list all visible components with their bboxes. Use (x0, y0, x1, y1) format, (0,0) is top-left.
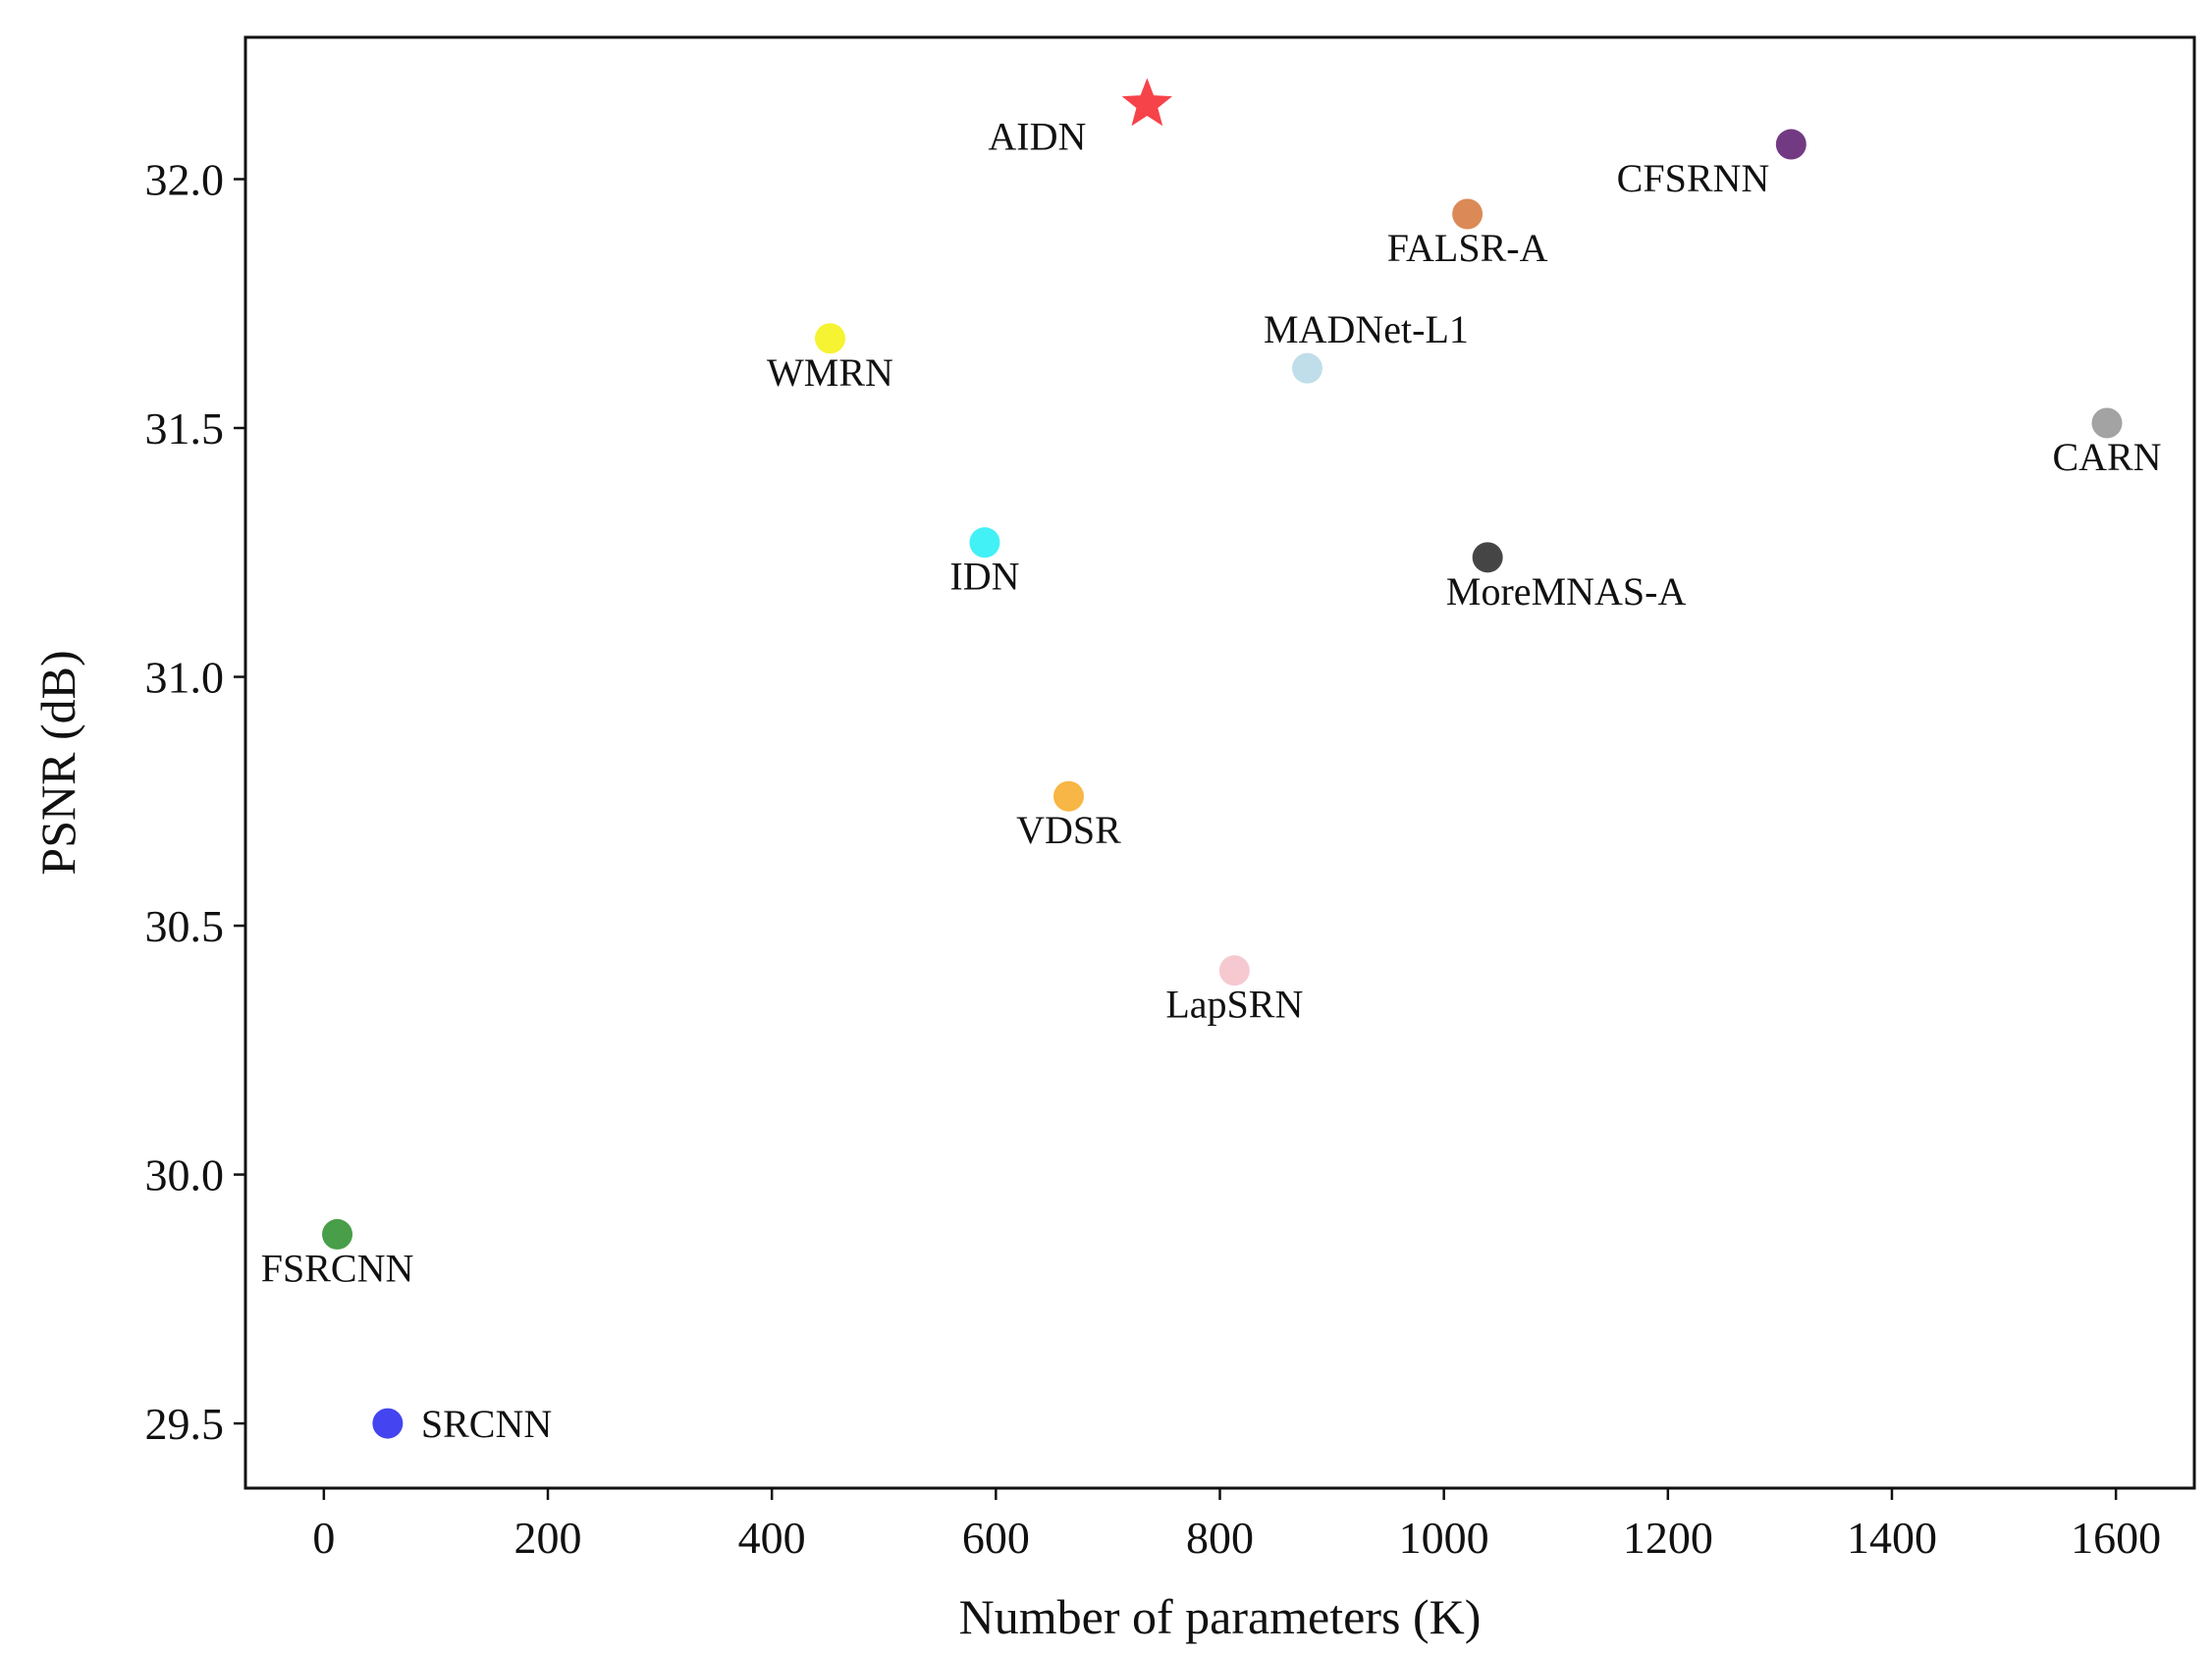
x-tick-label: 1200 (1623, 1513, 1713, 1563)
x-tick-label: 800 (1186, 1513, 1254, 1563)
y-tick-label: 31.0 (145, 653, 225, 703)
point-label-cfsrnn: CFSRNN (1617, 156, 1770, 200)
y-tick-label: 30.5 (145, 901, 225, 951)
point-labels: AIDN CFSRNN FALSR-A WMRN MADNet-L1 CARN IDN Mor… (261, 114, 2162, 1446)
data-point-moremnas-a (1472, 542, 1503, 573)
data-point-fsrcnn (322, 1218, 353, 1250)
point-label-lapsrn: LapSRN (1165, 983, 1303, 1027)
y-tick-label: 29.5 (145, 1399, 225, 1449)
data-point-idn (969, 527, 1000, 559)
y-tick-label: 32.0 (145, 155, 225, 205)
x-tick-label: 1000 (1399, 1513, 1489, 1563)
data-point-carn (2091, 407, 2123, 439)
point-label-srcnn: SRCNN (421, 1402, 552, 1446)
point-label-madnet-l1: MADNet-L1 (1264, 307, 1469, 351)
point-label-idn: IDN (949, 555, 1019, 599)
x-tick-label: 1600 (2071, 1513, 2161, 1563)
data-point-lapsrn (1218, 955, 1250, 987)
x-tick-label: 600 (962, 1513, 1030, 1563)
x-tick-label: 1400 (1847, 1513, 1937, 1563)
point-label-vdsr: VDSR (1016, 808, 1121, 852)
point-label-wmrn: WMRN (767, 350, 893, 395)
y-tick-label: 31.5 (145, 403, 225, 454)
point-label-falsr-a: FALSR-A (1387, 226, 1548, 270)
y-tick-label: 30.0 (145, 1150, 225, 1201)
x-tick-label: 400 (738, 1513, 806, 1563)
plot-area (243, 35, 2196, 1490)
y-axis-label: PSNR (dB) (30, 650, 85, 875)
point-label-carn: CARN (2052, 435, 2161, 479)
data-point-cfsrnn (1775, 129, 1807, 160)
data-point-aidn (1121, 78, 1173, 127)
data-point-srcnn (372, 1408, 404, 1439)
data-points (322, 78, 2123, 1439)
x-tick-label: 0 (312, 1513, 335, 1563)
x-axis-label: Number of parameters (K) (959, 1589, 1482, 1644)
data-point-falsr-a (1452, 198, 1484, 230)
x-tick-label: 200 (514, 1513, 582, 1563)
plot-frame (243, 35, 2196, 1490)
data-point-vdsr (1052, 780, 1084, 812)
data-point-madnet-l1 (1291, 352, 1322, 384)
axes: 0 200 400 600 800 1000 1200 1400 1600 29.5 30.0 30.… (30, 155, 2161, 1644)
data-point-wmrn (815, 323, 845, 354)
point-label-moremnas-a: MoreMNAS-A (1446, 569, 1687, 614)
point-label-fsrcnn: FSRCNN (261, 1246, 414, 1290)
point-label-aidn: AIDN (988, 114, 1086, 158)
